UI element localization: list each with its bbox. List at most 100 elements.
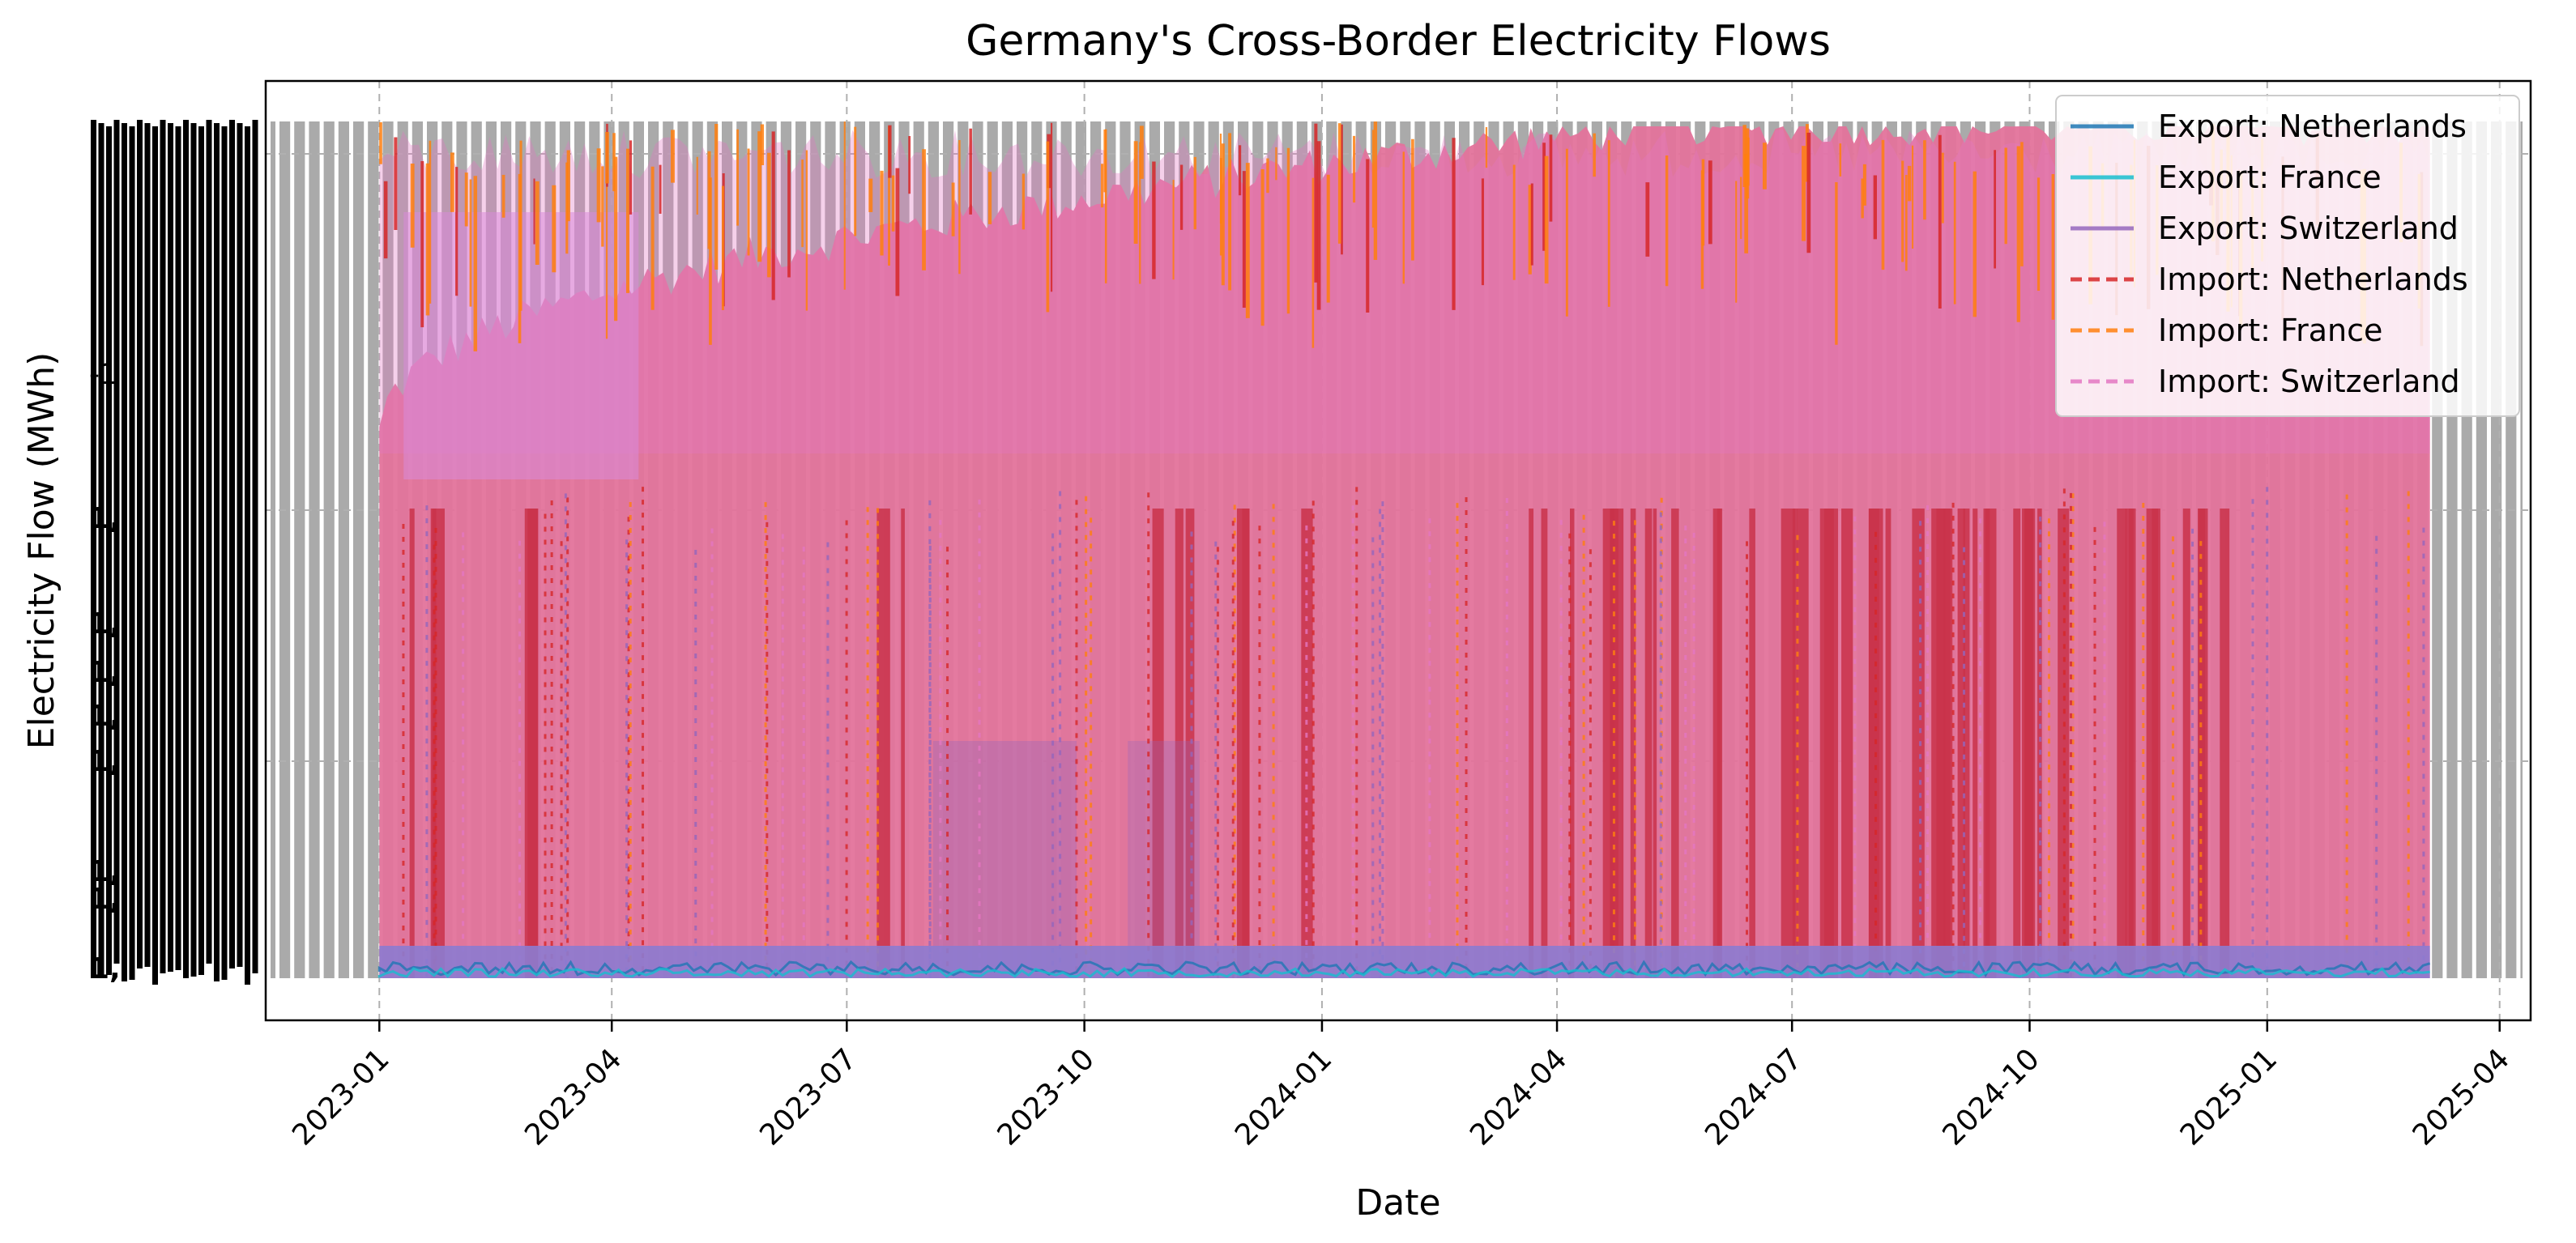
background-stripe xyxy=(2516,121,2521,978)
y-tick-labels: -11,1,1,1,1,1,1,1, xyxy=(89,358,121,985)
series-import-netherlands-bar xyxy=(1529,509,1534,978)
dark-bars-layer xyxy=(409,509,2230,978)
series-import-netherlands-bar xyxy=(2022,509,2034,978)
background-bar-left xyxy=(271,121,380,978)
series-import-netherlands-bar xyxy=(1653,509,1657,978)
y-tick-label: 1, xyxy=(89,607,121,641)
y-tick-stack-bar xyxy=(190,123,197,977)
series-import-netherlands-bar xyxy=(2182,509,2190,978)
series-import-netherlands-bar xyxy=(1541,509,1548,978)
series-import-netherlands-bar xyxy=(1985,509,1997,978)
export-series-layer xyxy=(377,946,2431,979)
x-tick-label: 2024-07 xyxy=(1699,1042,1808,1151)
legend-box xyxy=(2055,95,2520,417)
y-tick-stack-bar xyxy=(206,120,212,964)
legend-label: Export: Switzerland xyxy=(2158,211,2459,246)
series-import-netherlands-bar xyxy=(1797,509,1809,978)
y-tick-label: -1 xyxy=(89,358,118,391)
background-stripe xyxy=(2487,121,2491,978)
x-tick-label: 2023-04 xyxy=(518,1042,628,1151)
series-import-netherlands-bar xyxy=(409,509,415,978)
series-export-switzerland-block xyxy=(1128,741,1200,978)
series-import-netherlands-bar xyxy=(2037,509,2042,978)
y-tick-stack-bar xyxy=(252,120,258,973)
legend-label: Export: France xyxy=(2158,160,2382,195)
series-import-netherlands-bar xyxy=(1630,509,1636,978)
background-stripe xyxy=(275,121,279,978)
series-import-netherlands-bar xyxy=(1781,509,1796,978)
y-tick-stack-bar xyxy=(137,120,143,968)
y-tick-stack-bar xyxy=(229,120,235,968)
x-axis-label: Date xyxy=(1355,1182,1440,1224)
series-export-switzerland-block xyxy=(932,741,1077,978)
series-import-netherlands-bar xyxy=(1957,509,1965,978)
series-import-netherlands-bar xyxy=(1185,509,1195,978)
series-import-netherlands-bar xyxy=(2198,509,2208,978)
x-axis: 2023-01 2023-04 2023-07 2023-10 2024-01 2024-… xyxy=(286,1020,2516,1152)
y-tick-label: 1, xyxy=(89,502,121,535)
background-stripe xyxy=(2501,121,2506,978)
series-import-netherlands-bar xyxy=(1963,509,1970,978)
y-tick-stack-bar xyxy=(183,120,189,978)
series-import-netherlands-bar xyxy=(1749,509,1755,978)
x-tick-label: 2024-04 xyxy=(1464,1042,1573,1151)
y-tick-stack-bar xyxy=(144,123,151,967)
series-import-netherlands-bar xyxy=(1912,509,1925,978)
series-import-netherlands-bar xyxy=(2152,509,2159,978)
series-import-netherlands-bar xyxy=(1570,509,1575,978)
legend: Export: Netherlands Export: France Export:… xyxy=(2055,95,2520,417)
y-tick-stack-bar xyxy=(245,126,250,985)
series-import-netherlands-bar xyxy=(1931,509,1946,978)
x-tick-label: 2023-10 xyxy=(992,1042,1101,1151)
y-tick-stack-bar xyxy=(175,126,181,970)
background-stripe xyxy=(305,121,309,978)
background-stripe xyxy=(2457,121,2462,978)
y-tick-stack-bar xyxy=(168,123,173,972)
x-tick-label: 2024-10 xyxy=(1937,1042,2046,1151)
series-import-netherlands-bar xyxy=(2058,509,2070,978)
series-import-netherlands-bar xyxy=(1973,509,1978,978)
series-import-netherlands-bar xyxy=(901,509,905,978)
series-import-netherlands-bar xyxy=(2220,509,2230,978)
y-tick-stack-bar xyxy=(98,123,104,977)
y-tick-stack-bar xyxy=(237,123,243,967)
legend-label: Import: Switzerland xyxy=(2158,364,2460,399)
background-stripe xyxy=(2442,121,2447,978)
legend-label: Import: Netherlands xyxy=(2158,262,2468,297)
y-tick-label: 1, xyxy=(89,700,121,733)
y-tick-label: 1, xyxy=(89,952,121,985)
y-axis-label: Electricity Flow (MWh) xyxy=(21,352,62,750)
background-stripe xyxy=(2472,121,2476,978)
series-import-netherlands-bar xyxy=(2013,509,2021,978)
chart-title: Germany's Cross-Border Electricity Flows xyxy=(966,17,1831,66)
series-import-netherlands-bar xyxy=(1717,509,1721,978)
x-tick-label: 2023-01 xyxy=(286,1042,395,1151)
background-stripe xyxy=(2428,121,2433,978)
series-import-netherlands-bar xyxy=(2117,509,2127,978)
y-tick-stack-bar xyxy=(160,120,166,973)
plot-area xyxy=(266,81,2531,1020)
y-tick-stack-bar xyxy=(152,126,158,985)
x-tick-label: 2025-04 xyxy=(2407,1042,2516,1151)
y-tick-label: 1, xyxy=(89,855,121,888)
y-tick-stack-bar xyxy=(91,120,96,978)
y-tick-label: 1, xyxy=(89,745,121,778)
series-import-netherlands-bar xyxy=(1301,509,1313,978)
series-import-netherlands-bar xyxy=(1152,509,1164,978)
series-export-france-line xyxy=(377,966,2430,979)
y-tick-stack-bar xyxy=(198,126,204,975)
series-import-netherlands-bar xyxy=(1841,509,1853,978)
legend-label: Export: Netherlands xyxy=(2158,109,2467,144)
series-import-netherlands-bar xyxy=(876,509,890,978)
series-import-netherlands-bar xyxy=(1671,509,1679,978)
series-import-netherlands-bar xyxy=(524,509,538,978)
series-import-netherlands-bar xyxy=(1175,509,1184,978)
series-import-netherlands-bar xyxy=(1885,509,1891,978)
x-tick-label: 2023-07 xyxy=(753,1042,863,1151)
plot-frame xyxy=(264,79,2532,1022)
background-stripe xyxy=(290,121,295,978)
x-tick-label: 2025-01 xyxy=(2174,1042,2284,1151)
y-tick-label-stack xyxy=(91,120,258,985)
